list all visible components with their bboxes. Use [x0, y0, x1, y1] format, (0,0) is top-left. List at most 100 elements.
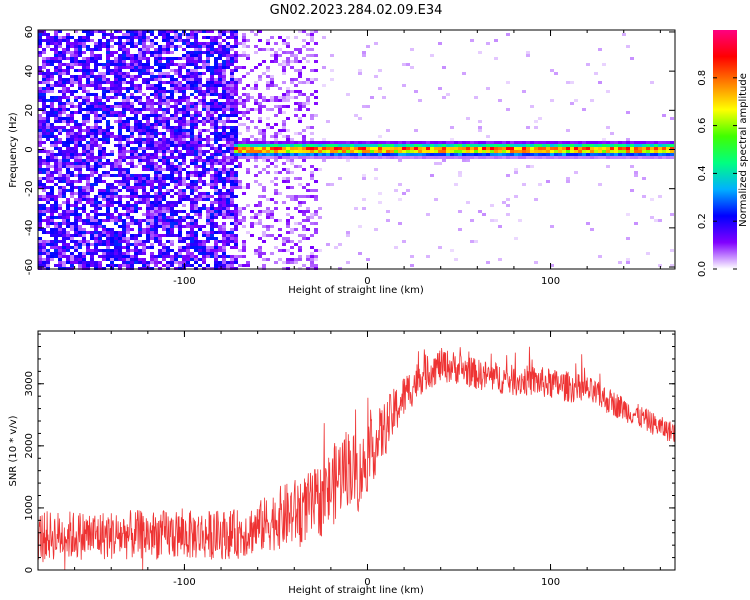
spectrogram-cell [194, 210, 198, 213]
spectrogram-cell [166, 75, 170, 78]
spectrogram-cell [138, 84, 142, 87]
spectrogram-cell [226, 177, 230, 180]
spectrogram-cell [110, 198, 114, 201]
spectrogram-cell [270, 156, 274, 159]
spectrogram-cell [190, 93, 194, 96]
spectrogram-cell [542, 156, 546, 159]
spectrogram-cell [646, 144, 650, 147]
spectrogram-cell [170, 243, 174, 246]
spectrogram-cell [174, 165, 178, 168]
spectrogram-cell [74, 249, 78, 252]
spectrogram-cell [134, 30, 138, 33]
spectrogram-cell [382, 147, 386, 150]
spectrogram-cell [418, 144, 422, 147]
spectrogram-cell [166, 96, 170, 99]
spectrogram-cell [42, 195, 46, 198]
spectrogram-cell [378, 201, 382, 204]
spectrogram-cell [142, 228, 146, 231]
spectrogram-cell [82, 87, 86, 90]
spectrogram-cell [58, 111, 62, 114]
spectrogram-cell [66, 225, 70, 228]
spectrogram-cell [610, 153, 614, 156]
spectrogram-cell [394, 147, 398, 150]
spectrogram-cell [90, 72, 94, 75]
spectrogram-cell [550, 144, 554, 147]
spectrogram-cell [82, 144, 86, 147]
spectrogram-cell [562, 156, 566, 159]
spectrogram-cell [154, 162, 158, 165]
spectrogram-cell [74, 90, 78, 93]
spectrogram-cell [106, 219, 110, 222]
spectrogram-cell [642, 195, 646, 198]
spectrogram-cell [186, 222, 190, 225]
spectrogram-cell [142, 108, 146, 111]
spectrogram-cell [494, 147, 498, 150]
spectrogram-cell [446, 150, 450, 153]
spectrogram-cell [94, 102, 98, 105]
spectrogram-cell [158, 123, 162, 126]
y-tick-label: -60 [24, 259, 35, 275]
spectrogram-cell [214, 48, 218, 51]
spectrogram-cell [174, 57, 178, 60]
spectrogram-cell [86, 33, 90, 36]
spectrogram-cell [174, 144, 178, 147]
spectrogram-cell [626, 150, 630, 153]
spectrogram-cell [270, 126, 274, 129]
spectrogram-cell [282, 129, 286, 132]
spectrogram-cell [522, 147, 526, 150]
spectrogram-cell [158, 189, 162, 192]
spectrogram-cell [274, 261, 278, 264]
spectrogram-cell [154, 57, 158, 60]
spectrogram-cell [166, 105, 170, 108]
spectrogram-cell [218, 180, 222, 183]
spectrogram-cell [266, 108, 270, 111]
spectrogram-cell [126, 87, 130, 90]
spectrogram-cell [374, 177, 378, 180]
y-tick-label: 20 [24, 104, 35, 117]
spectrogram-cell [366, 153, 370, 156]
spectrogram-cell [102, 243, 106, 246]
spectrogram-cell [594, 153, 598, 156]
spectrogram-cell [526, 141, 530, 144]
spectrogram-cell [322, 153, 326, 156]
spectrogram-cell [66, 222, 70, 225]
spectrogram-cell [70, 141, 74, 144]
spectrogram-cell [222, 258, 226, 261]
spectrogram-cell [638, 156, 642, 159]
spectrogram-cell [158, 93, 162, 96]
spectrogram-cell [98, 126, 102, 129]
spectrogram-cell [74, 165, 78, 168]
spectrogram-cell [154, 258, 158, 261]
spectrogram-cell [158, 102, 162, 105]
spectrogram-cell [38, 54, 42, 57]
spectrogram-cell [58, 75, 62, 78]
spectrogram-cell [214, 39, 218, 42]
spectrogram-cell [186, 213, 190, 216]
spectrogram-cell [174, 168, 178, 171]
spectrogram-cell [114, 66, 118, 69]
spectrogram-cell [190, 36, 194, 39]
spectrogram-cell [670, 150, 674, 153]
spectrogram-cell [230, 261, 234, 264]
spectrogram-cell [222, 213, 226, 216]
spectrogram-cell [270, 75, 274, 78]
spectrogram-cell [78, 42, 82, 45]
spectrogram-cell [670, 249, 674, 252]
spectrogram-cell [438, 246, 442, 249]
spectrogram-cell [134, 243, 138, 246]
spectrogram-cell [574, 144, 578, 147]
spectrogram-cell [214, 183, 218, 186]
spectrogram-cell [94, 225, 98, 228]
spectrogram-cell [166, 81, 170, 84]
spectrogram-cell [50, 114, 54, 117]
spectrogram-cell [514, 195, 518, 198]
spectrogram-cell [74, 132, 78, 135]
spectrogram-cell [110, 252, 114, 255]
spectrogram-cell [86, 180, 90, 183]
spectrogram-cell [226, 57, 230, 60]
spectrogram-cell [518, 147, 522, 150]
spectrogram-cell [38, 36, 42, 39]
spectrogram-cell [242, 138, 246, 141]
spectrogram-cell [238, 102, 242, 105]
colorbar-ticks: 0.00.20.40.60.8 [697, 70, 737, 277]
